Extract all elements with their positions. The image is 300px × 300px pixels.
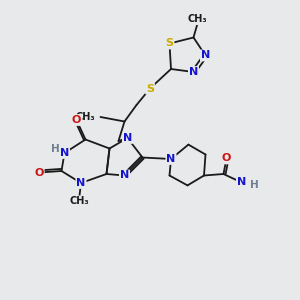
Text: O: O bbox=[34, 167, 44, 178]
Text: N: N bbox=[123, 133, 132, 143]
Text: O: O bbox=[72, 115, 81, 125]
Text: S: S bbox=[166, 38, 173, 49]
Text: N: N bbox=[76, 178, 85, 188]
Text: N: N bbox=[189, 67, 198, 77]
Text: CH₃: CH₃ bbox=[76, 112, 95, 122]
Text: CH₃: CH₃ bbox=[70, 196, 89, 206]
Text: H: H bbox=[250, 180, 259, 190]
Text: N: N bbox=[120, 170, 129, 181]
Text: H: H bbox=[50, 144, 59, 154]
Text: S: S bbox=[146, 83, 154, 94]
Text: N: N bbox=[167, 154, 176, 164]
Text: O: O bbox=[222, 153, 231, 164]
Text: N: N bbox=[237, 177, 246, 188]
Text: N: N bbox=[201, 50, 210, 61]
Text: CH₃: CH₃ bbox=[187, 14, 207, 25]
Text: N: N bbox=[60, 148, 69, 158]
